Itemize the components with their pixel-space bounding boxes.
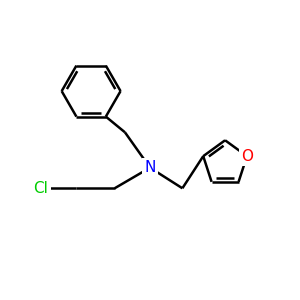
Text: N: N	[144, 160, 156, 175]
Text: Cl: Cl	[34, 181, 49, 196]
Text: O: O	[241, 149, 253, 164]
